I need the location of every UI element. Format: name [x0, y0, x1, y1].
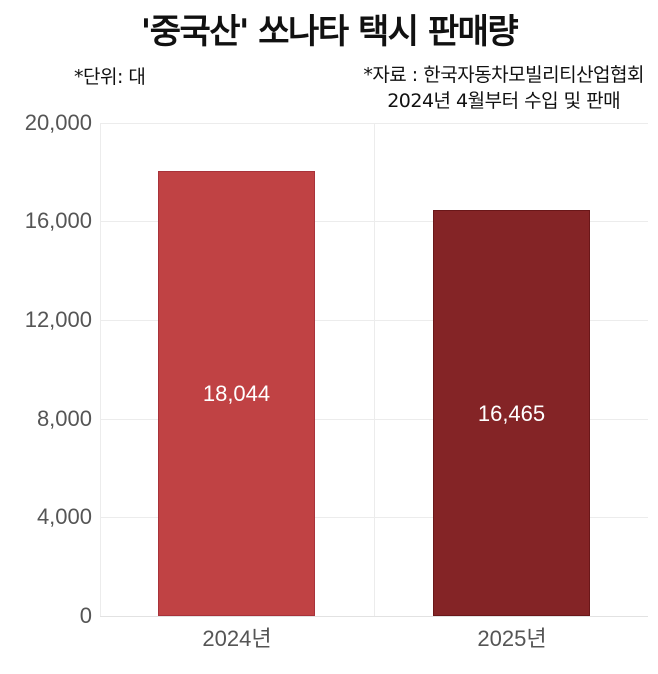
y-tick-20000: 20,000 — [24, 110, 92, 135]
plot-area: 18,044 16,465 — [100, 123, 648, 617]
bar-2025: 16,465 — [433, 210, 590, 616]
chart-title: '중국산' 쏘나타 택시 판매량 — [140, 12, 519, 52]
y-tick-4000: 4,000 — [36, 504, 92, 529]
x-axis-line — [100, 616, 648, 617]
category-divider — [374, 123, 375, 616]
y-tick-16000: 16,000 — [24, 208, 92, 233]
x-tick-2024: 2024년 — [202, 626, 272, 651]
x-tick-2025: 2025년 — [477, 626, 547, 651]
bar-value-label: 16,465 — [477, 401, 546, 426]
y-axis-line — [100, 123, 101, 616]
source-line-2: 2024년 4월부터 수입 및 판매 — [387, 90, 621, 112]
source-note: *자료 : 한국자동차모빌리티산업협회 2024년 4월부터 수입 및 판매 — [363, 62, 644, 114]
y-tick-0: 0 — [79, 603, 92, 628]
y-tick-12000: 12,000 — [24, 307, 92, 332]
unit-note: *단위: 대 — [74, 66, 146, 88]
bar-value-label: 18,044 — [202, 381, 271, 406]
y-tick-8000: 8,000 — [36, 406, 92, 431]
source-line-1: *자료 : 한국자동차모빌리티산업협회 — [363, 64, 644, 86]
bar-2024: 18,044 — [158, 171, 315, 616]
